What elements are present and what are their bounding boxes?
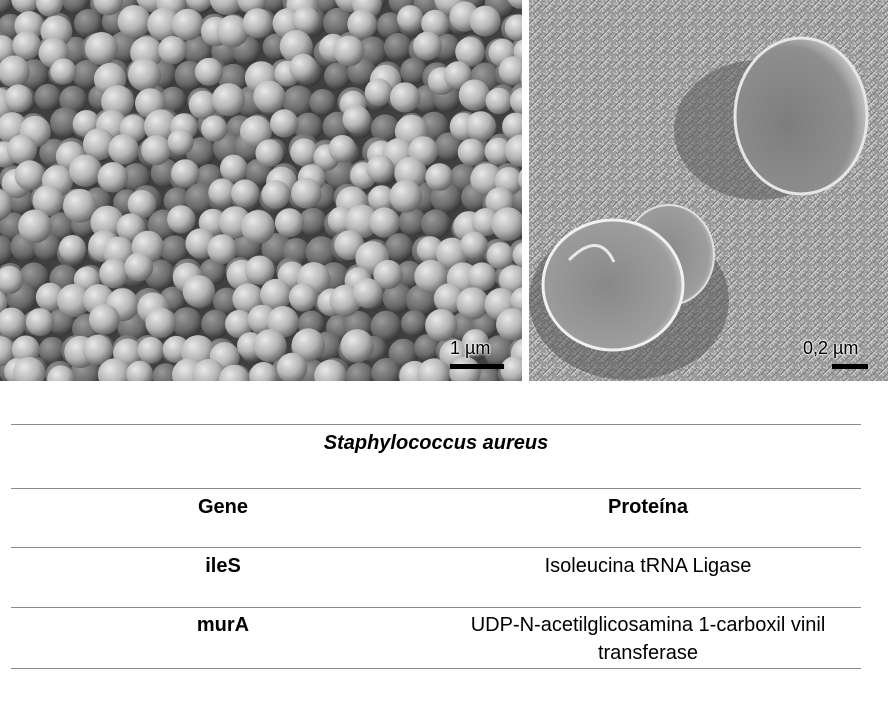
gene-protein-table: Staphylococcus aureus Gene Proteína ileS… xyxy=(11,424,861,669)
gene-cell: murA xyxy=(196,614,250,636)
table-header-row: Gene Proteína xyxy=(11,489,861,547)
table-rule xyxy=(11,547,861,548)
table-rule xyxy=(11,607,861,608)
header-gene: Gene xyxy=(197,496,249,518)
sem-closeup-svg xyxy=(529,0,888,381)
scale-label-1um: 1 µm xyxy=(450,338,491,358)
sem-image-cocci-cluster: 1 µm xyxy=(0,0,522,381)
table-title-row: Staphylococcus aureus xyxy=(11,425,861,488)
scale-label-0-2um: 0,2 µm xyxy=(803,338,859,358)
protein-cell: Isoleucina tRNA Ligase xyxy=(544,555,752,577)
sem-image-cell-closeup: 0,2 µm xyxy=(529,0,888,381)
table-rule xyxy=(11,668,861,669)
scale-bar-1um xyxy=(450,364,504,369)
table-row: ileS Isoleucina tRNA Ligase xyxy=(11,548,861,607)
table-row: murA UDP-N-acetilglicosamina 1-carboxil … xyxy=(11,608,861,668)
micrograph-panel: 1 µm xyxy=(0,0,888,381)
header-protein: Proteína xyxy=(607,496,689,518)
sem-cocci-svg xyxy=(0,0,522,381)
gene-cell: ileS xyxy=(205,555,241,577)
protein-cell: UDP-N-acetilglicosamina 1-carboxil vinil… xyxy=(470,614,826,664)
table-title: Staphylococcus aureus xyxy=(323,432,549,454)
table-rule xyxy=(11,488,861,489)
scale-bar-0-2um xyxy=(832,364,868,369)
table-rule xyxy=(11,424,861,425)
